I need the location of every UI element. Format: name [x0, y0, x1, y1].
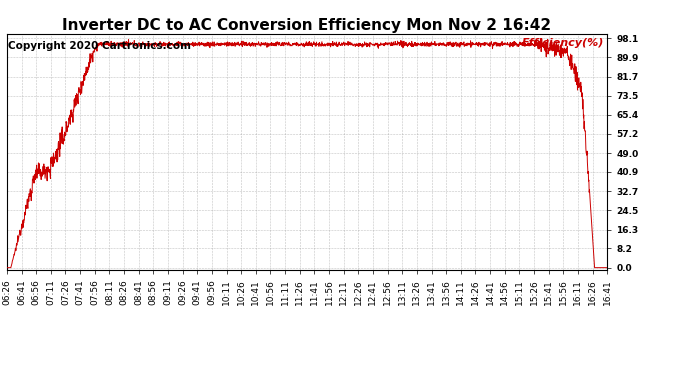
Text: Copyright 2020 Cartronics.com: Copyright 2020 Cartronics.com [8, 41, 191, 51]
Title: Inverter DC to AC Conversion Efficiency Mon Nov 2 16:42: Inverter DC to AC Conversion Efficiency … [63, 18, 551, 33]
Text: Efficiency(%): Efficiency(%) [522, 39, 604, 48]
